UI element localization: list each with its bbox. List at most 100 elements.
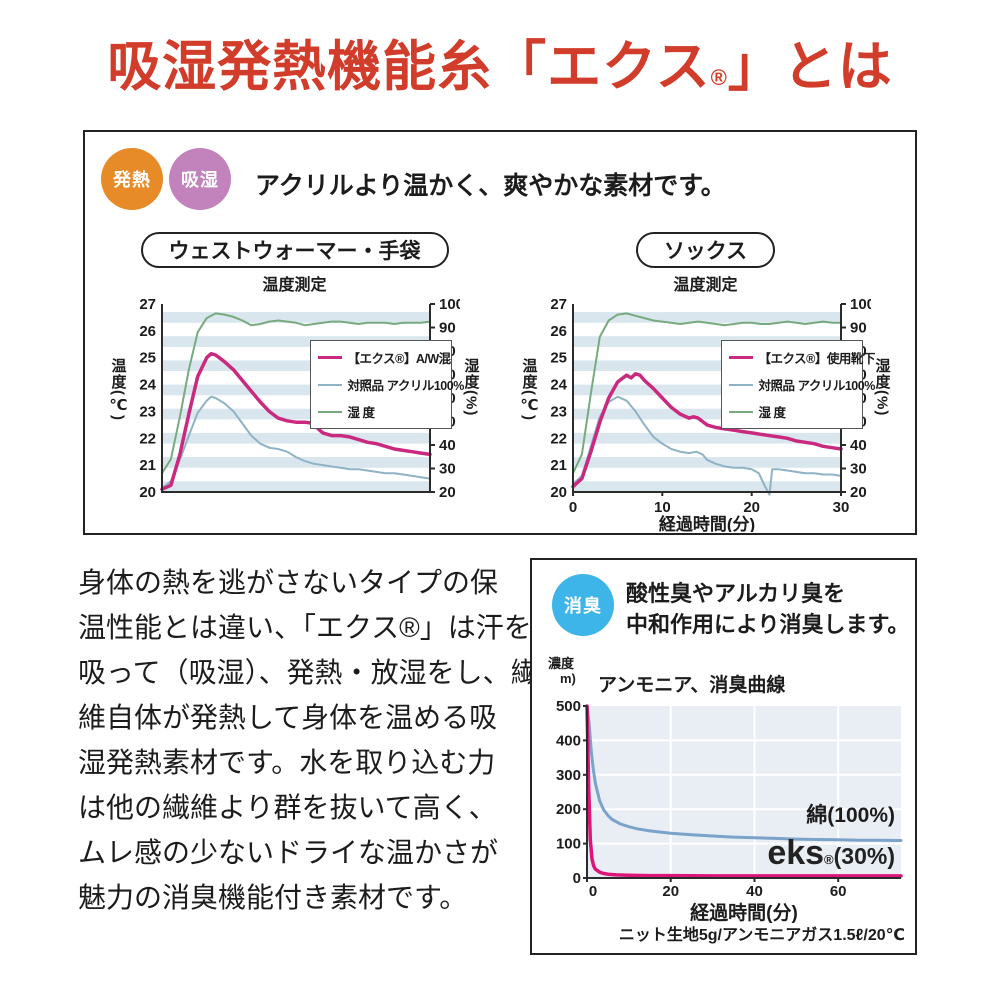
svg-text:26: 26: [139, 323, 156, 340]
deodorant-headline-line2: 中和作用により消臭します。: [626, 612, 910, 637]
description-paragraph: 身体の熱を逃がさないタイプの保 温性能とは違い、「エクス®」は汗を 吸って（吸湿…: [78, 567, 539, 913]
svg-text:100: 100: [556, 836, 581, 853]
deo-y-axis-label-line1: 濃度: [548, 656, 575, 671]
chart-pill-title: ウェストウォーマー・手袋: [140, 232, 449, 268]
charts-row: ウェストウォーマー・手袋 温度測定 温度(℃) 27 26 25 24 23 22 21 20…: [85, 232, 915, 537]
svg-text:21: 21: [550, 457, 567, 474]
plot-wrap: 2726252423222120100908070605040302001020…: [541, 296, 876, 537]
deo-y-axis-label: 濃度 m): [548, 656, 576, 686]
chart-pill-title: ソックス: [635, 232, 776, 268]
svg-text:300: 300: [556, 767, 581, 784]
svg-text:90: 90: [439, 320, 456, 337]
deodorant-panel: 消臭 酸性臭やアルカリ臭を 中和作用により消臭します。 濃度 m) アンモニア、…: [530, 558, 917, 955]
svg-text:20: 20: [662, 883, 679, 900]
legend-label: 対照品 アクリル100%: [758, 379, 876, 393]
svg-text:21: 21: [139, 457, 156, 474]
legend-item: 【エクス®】使用靴下: [728, 348, 875, 367]
svg-text:20: 20: [743, 499, 760, 516]
plot-wrap: 27262524232221201009080706050403020 【エクス…: [130, 296, 465, 537]
svg-text:26: 26: [550, 323, 567, 340]
svg-text:25: 25: [550, 350, 567, 367]
svg-text:100: 100: [439, 296, 460, 313]
svg-text:25: 25: [139, 350, 156, 367]
panel-headline: アクリルより温かく、爽やかな素材です。: [255, 172, 726, 200]
svg-text:0: 0: [568, 499, 576, 516]
svg-text:100: 100: [850, 296, 871, 313]
svg-text:60: 60: [830, 883, 847, 900]
legend-line-swatch: [728, 383, 753, 386]
svg-text:40: 40: [850, 437, 867, 454]
svg-text:綿(100%): 綿(100%): [806, 803, 895, 827]
deodorant-headline-line1: 酸性臭やアルカリ臭を: [626, 581, 846, 606]
socks-chart-block: ソックス 温度測定 温度(℃) 272625242322212010090807…: [500, 232, 911, 537]
deodorant-headline: 酸性臭やアルカリ臭を 中和作用により消臭します。: [626, 578, 909, 640]
svg-text:経過時間(分): 経過時間(分): [658, 514, 754, 532]
svg-text:90: 90: [850, 320, 867, 337]
page-title-text: 吸湿発熱機能糸「エクス: [107, 37, 711, 97]
waist-warmer-chart-block: ウェストウォーマー・手袋 温度測定 温度(℃) 27 26 25 24 23 22 21 20…: [89, 232, 500, 537]
legend-line-swatch: [317, 410, 342, 413]
heat-badge: 発熱: [101, 148, 163, 210]
deodorant-badge-label: 消臭: [564, 596, 602, 616]
legend-item: 対照品 アクリル100%: [728, 375, 875, 394]
svg-text:23: 23: [139, 403, 156, 420]
svg-text:27: 27: [550, 296, 567, 313]
legend-item: 対照品 アクリル100%: [317, 375, 464, 394]
svg-text:経過時間(分): 経過時間(分): [690, 901, 798, 924]
svg-text:30: 30: [850, 461, 867, 478]
svg-text:30: 30: [439, 461, 456, 478]
svg-text:0: 0: [589, 883, 597, 900]
ammonia-deodorizing-chart: 500 400 300 200 100 00 20 40 60 経過時間(分) 綿(100%) eks…: [556, 698, 903, 924]
svg-text:20: 20: [139, 484, 156, 501]
legend-item: 【エクス®】A/W混: [317, 348, 451, 367]
legend-item: 湿 度: [728, 402, 855, 421]
svg-text:0: 0: [573, 870, 581, 887]
svg-text:10: 10: [653, 499, 670, 516]
chart-subtitle: 温度測定: [673, 277, 738, 294]
moisture-badge: 吸湿: [169, 148, 231, 210]
legend-item: 湿 度: [317, 402, 444, 421]
legend-label: 湿 度: [347, 406, 375, 420]
chart-subtitle: 温度測定: [262, 277, 327, 294]
svg-text:200: 200: [556, 801, 581, 818]
svg-text:24: 24: [550, 377, 567, 394]
legend-line-swatch: [317, 355, 342, 360]
legend-label: 【エクス®】使用靴下: [758, 352, 876, 366]
y-axis-right-title: 湿度(%): [873, 358, 891, 417]
y-axis-right-title: 湿度(%): [462, 358, 480, 417]
chart-area: 温度(℃) 2726252423222120100908070605040302…: [500, 296, 911, 537]
moisture-badge-label: 吸湿: [181, 170, 219, 190]
legend-line-swatch: [317, 383, 342, 386]
y-axis-left-title: 温度(℃): [520, 358, 538, 421]
svg-text:40: 40: [439, 437, 456, 454]
svg-text:22: 22: [550, 430, 567, 447]
svg-text:30: 30: [832, 499, 849, 516]
page-title-suffix: 」とは: [727, 37, 893, 97]
waist-warmer-line-chart: 27262524232221201009080706050403020: [139, 296, 464, 501]
legend: 【エクス®】A/W混対照品 アクリル100% 湿 度: [309, 340, 464, 429]
legend-line-swatch: [728, 355, 753, 360]
svg-text:20: 20: [850, 484, 867, 501]
svg-text:400: 400: [556, 732, 581, 749]
deodorant-badge: 消臭: [552, 574, 614, 636]
svg-text:27: 27: [139, 296, 156, 313]
legend-label: 湿 度: [758, 406, 786, 420]
svg-text:eks®(30%): eks®(30%): [767, 834, 895, 872]
svg-text:20: 20: [550, 484, 567, 501]
svg-text:24: 24: [139, 377, 156, 394]
deo-chart-title: アンモニア、消臭曲線: [598, 675, 786, 696]
svg-text:20: 20: [439, 484, 456, 501]
deo-footnote: ニット生地5g/アンモニアガス1.5ℓ/20℃: [618, 927, 905, 944]
temperature-panel: 発熱 吸湿 アクリルより温かく、爽やかな素材です。 ウェストウォーマー・手袋 温…: [83, 130, 917, 535]
svg-text:40: 40: [746, 883, 763, 900]
deo-y-axis-label-line2: m): [560, 671, 576, 686]
svg-text:500: 500: [556, 698, 581, 715]
registered-mark: ®: [710, 65, 728, 90]
svg-text:23: 23: [550, 403, 567, 420]
legend: 【エクス®】使用靴下 対照品 アクリル100% 湿 度: [720, 340, 875, 429]
y-axis-left-title: 温度(℃): [109, 358, 127, 421]
heat-badge-label: 発熱: [113, 170, 151, 190]
chart-area: 温度(℃) 2726252423222120100908070605040302…: [89, 296, 500, 537]
legend-label: 【エクス®】A/W混: [347, 352, 452, 366]
